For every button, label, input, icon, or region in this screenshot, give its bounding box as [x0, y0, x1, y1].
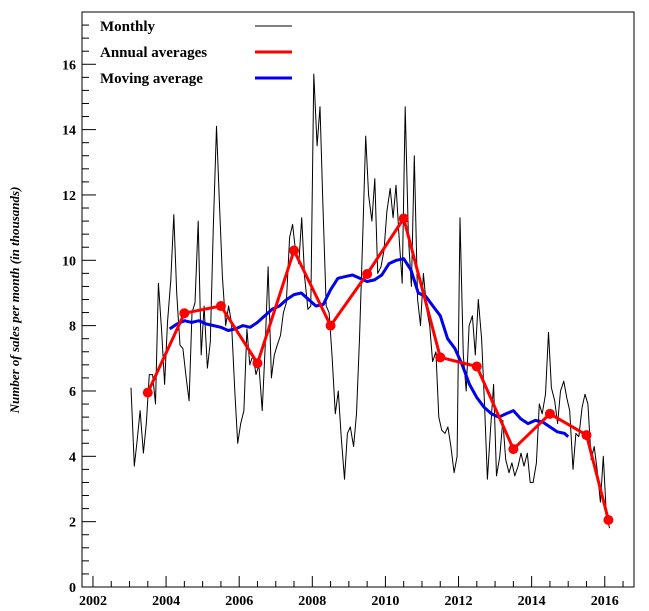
annual-average-point — [471, 361, 482, 372]
annual-average-point — [142, 387, 153, 398]
x-tick-label: 2002 — [79, 594, 107, 609]
y-tick-label: 14 — [62, 124, 76, 139]
series-layer — [130, 73, 614, 529]
annual-average-point — [398, 213, 409, 224]
y-tick-label: 8 — [69, 320, 76, 335]
annual-average-point — [362, 269, 373, 280]
x-tick-label: 2006 — [225, 594, 253, 609]
series-monthly-line — [130, 73, 610, 529]
annual-average-point — [581, 430, 592, 441]
series-annual-averages-line — [146, 217, 610, 521]
annual-average-point — [603, 515, 614, 526]
annual-average-point — [544, 408, 555, 419]
legend-label-moving: Moving average — [100, 71, 203, 87]
x-tick-label: 2014 — [518, 594, 546, 609]
y-tick-label: 10 — [62, 254, 76, 269]
y-tick-label: 6 — [69, 385, 76, 400]
annual-average-point — [252, 358, 263, 369]
legend-label-monthly: Monthly — [100, 19, 156, 35]
legend: Monthly Annual averages Moving average — [100, 19, 292, 87]
series-moving-average-line — [168, 257, 570, 438]
annual-average-point — [435, 352, 446, 363]
y-tick-label: 0 — [69, 581, 76, 596]
y-tick-label: 12 — [62, 189, 76, 204]
y-tick-labels: 0 2 4 6 8 10 12 14 16 — [62, 58, 76, 596]
y-tick-label: 2 — [69, 516, 76, 531]
annual-average-point — [325, 320, 336, 331]
x-tick-labels: 2002 2004 2006 2008 2010 2012 2014 2016 — [79, 594, 619, 609]
annual-average-point — [289, 245, 300, 256]
plot-frame — [81, 11, 635, 588]
annual-average-point — [179, 308, 190, 319]
x-tick-label: 2004 — [152, 594, 180, 609]
x-tick-label: 2012 — [445, 594, 473, 609]
y-tick-label: 16 — [62, 58, 76, 73]
x-tick-label: 2008 — [298, 594, 326, 609]
axis-ticks — [82, 11, 624, 588]
annual-average-point — [215, 301, 226, 312]
x-tick-label: 2010 — [371, 594, 399, 609]
y-tick-label: 4 — [69, 450, 76, 465]
legend-label-annual: Annual averages — [100, 45, 207, 61]
annual-average-point — [508, 444, 519, 455]
y-axis-label: Number of sales per month (in thousands) — [7, 187, 22, 415]
x-tick-label: 2016 — [591, 594, 619, 609]
